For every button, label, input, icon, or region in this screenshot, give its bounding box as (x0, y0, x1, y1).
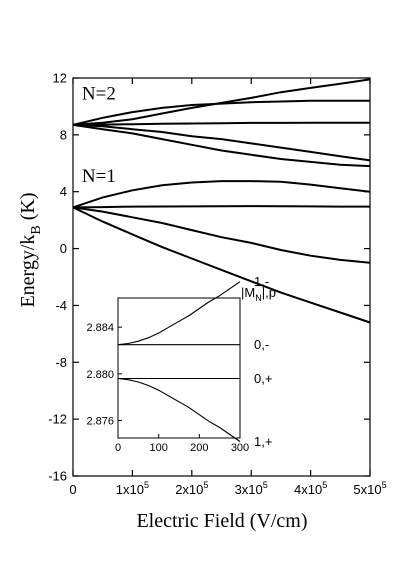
inset-series-label: 0,- (254, 337, 269, 352)
x-tick-label: 2x105 (175, 480, 208, 497)
inset-chart: 0 100 200 300 2.884 2.880 2.876 1,- 0,- 0,+ 1,+ |… (86, 274, 275, 454)
inset-x-tick-label: 100 (149, 442, 167, 454)
y-tick-label: -16 (48, 469, 67, 484)
energy-curve-9 (72, 206, 371, 324)
inset-series-label: 0,+ (254, 371, 272, 386)
energy-curve-3 (72, 121, 370, 126)
x-tick-label: 5x105 (353, 480, 386, 497)
x-tick-label: 4x105 (294, 480, 327, 497)
y-axis-title: Energy/kB (K) (17, 192, 44, 307)
x-tick-label: 1x105 (116, 480, 149, 497)
inset-curve-1,- (117, 281, 241, 346)
energy-curve-8 (72, 206, 371, 264)
inset-legend-header-subscript: N (255, 293, 262, 303)
y-axis-title-subscript: B (29, 225, 44, 234)
inset-y-tick-label: 2.876 (86, 416, 114, 428)
main-plot-frame (72, 77, 371, 477)
inset-series-label: 1,- (254, 274, 269, 289)
energy-curve-6 (72, 180, 371, 209)
y-tick-label: -4 (55, 298, 67, 313)
main-curves (72, 78, 371, 324)
inset-legend-header-tail: |,p (262, 285, 276, 300)
y-tick-label: 0 (60, 241, 67, 256)
inset-y-tick-label: 2.880 (86, 369, 114, 381)
inset-series-label: 1,+ (254, 434, 272, 449)
inset-curve-1,+ (117, 377, 241, 442)
x-tick-label: 3x105 (235, 480, 268, 497)
y-tick-label: 4 (60, 184, 67, 199)
energy-curve-2 (72, 99, 370, 126)
inset-legend-header: |MN|,p (241, 285, 276, 303)
y-axis-title-unit: (K) (17, 192, 39, 225)
inset-labels: 1,- 0,- 0,+ 1,+ (254, 274, 272, 449)
inset-plot-frame (117, 297, 241, 439)
inset-x-tick-label: 0 (115, 442, 121, 454)
manifold-label: N=2 (82, 83, 116, 104)
manifold-label: N=1 (82, 166, 116, 187)
y-tick-label: 12 (53, 71, 67, 86)
energy-curve-1 (72, 78, 371, 126)
energy-curve-4 (72, 123, 371, 162)
inset-legend-header-main: |M (241, 285, 255, 300)
inset-x-tick-label: 200 (190, 442, 208, 454)
inset-x-tick-label: 300 (231, 442, 249, 454)
x-tick-label: 0 (69, 482, 76, 497)
inset-axes: 0 100 200 300 2.884 2.880 2.876 (86, 297, 249, 454)
energy-curve-5 (72, 123, 371, 168)
energy-curve-7 (72, 205, 370, 209)
y-tick-label: 8 (60, 127, 67, 142)
y-axis-title-main: Energy/k (17, 235, 39, 308)
y-tick-label: -12 (48, 412, 67, 427)
inset-y-tick-label: 2.884 (86, 322, 114, 334)
inset-background (118, 298, 240, 438)
x-axis-title: Electric Field (V/cm) (136, 510, 307, 532)
inset-curves (117, 281, 241, 442)
main-annotations: N=2 N=1 (82, 83, 116, 186)
y-tick-label: -8 (55, 355, 67, 370)
